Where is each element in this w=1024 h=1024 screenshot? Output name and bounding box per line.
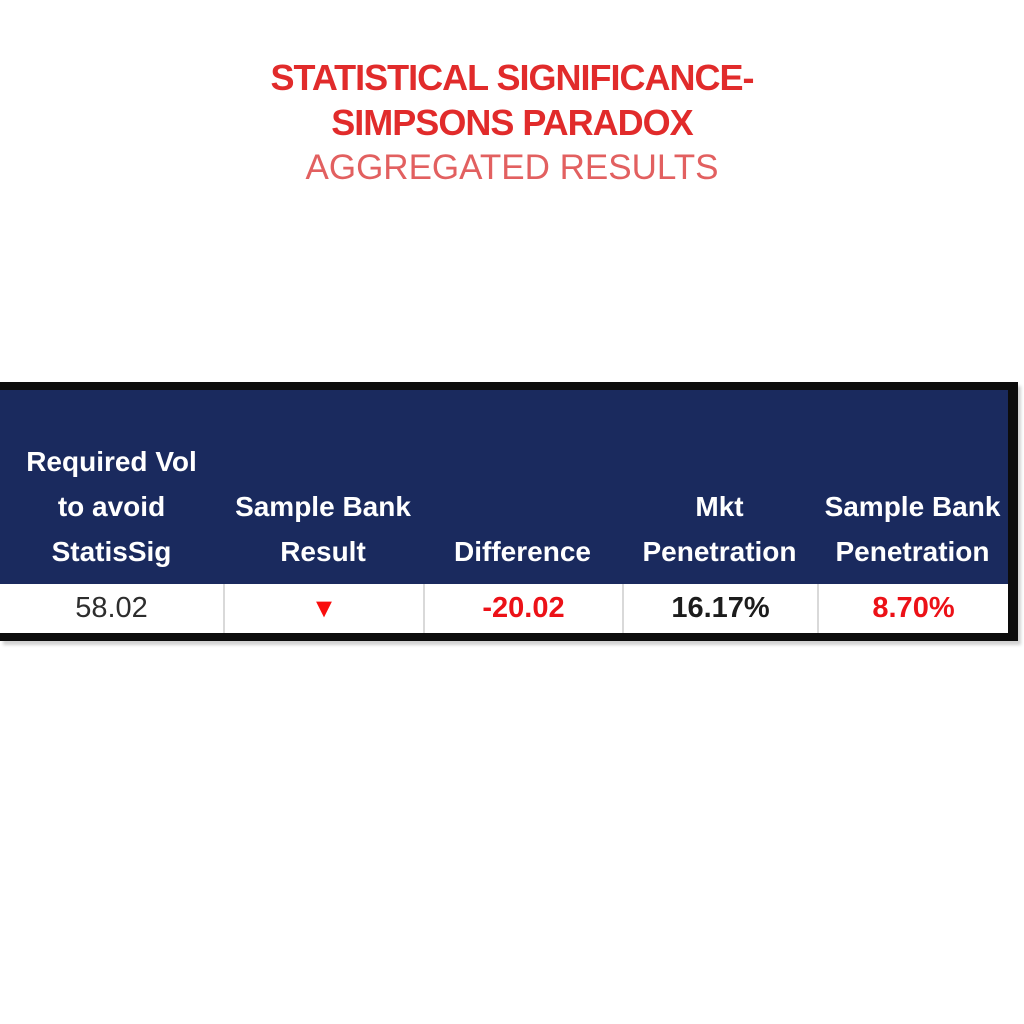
report-title-block: STATISTICAL SIGNIFICANCE- SIMPSONS PARAD… [0,55,1024,190]
table-data-row: 58.02 ▼ -20.02 16.17% 8.70% [0,584,1008,633]
header-line: Penetration [642,536,797,567]
header-line: to avoid [57,491,166,522]
header-line: Sample Bank [235,491,411,522]
cell-sample-bank-penetration: 8.70% [817,584,1008,633]
header-line: Sample Bank [824,491,1001,522]
header-line: Required Vol [26,446,197,477]
col-header-difference: Difference [423,529,622,574]
cell-difference: -20.02 [423,584,622,633]
title-line-1: STATISTICAL SIGNIFICANCE- [270,57,755,98]
col-header-sample-bank-penetration: Sample Bank Penetration [817,484,1008,574]
down-triangle-icon: ▼ [223,584,423,633]
header-line: Difference [454,536,591,567]
header-line: StatisSig [51,536,172,567]
col-header-sample-bank-result: Sample Bank Result [223,484,423,574]
col-header-required-vol: Required Vol to avoid StatisSig [0,439,223,574]
cell-required-vol: 58.02 [75,592,148,624]
header-line: Result [280,536,366,567]
header-line: Mkt [695,491,744,522]
col-header-mkt-penetration: Mkt Penetration [622,484,817,574]
title-line-2: SIMPSONS PARADOX [331,102,693,143]
table-header-row: Required Vol to avoid StatisSig Sample B… [0,390,1008,584]
results-table: Required Vol to avoid StatisSig Sample B… [0,382,1018,641]
header-line: Penetration [835,536,990,567]
title-subtitle: AGGREGATED RESULTS [305,148,719,187]
cell-mkt-penetration: 16.17% [622,584,817,633]
